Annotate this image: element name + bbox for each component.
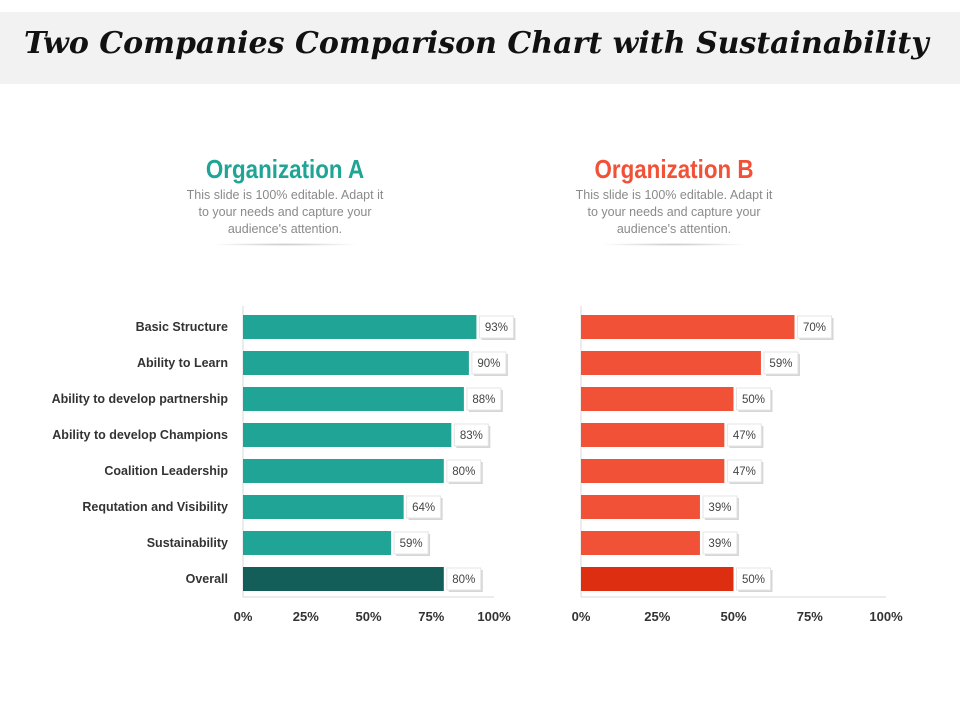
org-b-bar — [581, 459, 725, 483]
category-label: Overall — [186, 572, 228, 586]
category-label: Coalition Leadership — [104, 464, 228, 478]
org-b-value-label: 47% — [733, 466, 756, 478]
org-b-value-label-box — [726, 459, 762, 483]
org-a-bar — [243, 531, 392, 555]
org-b-bar — [581, 423, 725, 447]
org-b-bar — [581, 351, 761, 375]
org-a-value-label-box — [393, 531, 429, 555]
org-b-bar — [581, 387, 734, 411]
org-b-value-label: 59% — [769, 358, 792, 370]
org-a-value-label: 80% — [452, 466, 475, 478]
org-a-tick-label: 50% — [355, 609, 381, 624]
org-b-value-label-box — [702, 531, 738, 555]
org-a-tick-label: 0% — [234, 609, 253, 624]
org-a-bar — [243, 495, 404, 519]
category-label: Sustainability — [147, 536, 228, 550]
org-b-value-label: 47% — [733, 430, 756, 442]
org-a-value-label: 80% — [452, 574, 475, 586]
org-a-value-label-box — [453, 423, 489, 447]
org-b-value-label-box — [736, 567, 771, 591]
org-b-header: Organization B This slide is 100% editab… — [564, 154, 784, 246]
org-b-value-label: 50% — [742, 394, 765, 406]
org-a-description: This slide is 100% editable. Adapt it to… — [186, 188, 384, 236]
org-b-value-label-box — [763, 351, 799, 375]
org-b-value-label: 70% — [803, 322, 826, 334]
org-a-name: Organization A — [205, 154, 365, 184]
org-a-value-label: 59% — [400, 538, 423, 550]
org-b-value-label: 50% — [742, 574, 765, 586]
org-a-value-label-box — [478, 315, 514, 339]
org-a-value-label-box — [466, 387, 502, 411]
org-b-bar — [581, 495, 700, 519]
org-a-bar — [243, 351, 469, 375]
org-b-name: Organization B — [594, 154, 754, 184]
title-band: Two Companies Comparison Chart with Sust… — [0, 12, 960, 84]
org-a-value-label-box — [446, 459, 482, 483]
org-b-value-label: 39% — [708, 538, 731, 550]
category-label: Requtation and Visibility — [82, 500, 228, 514]
org-a-header: Organization A This slide is 100% editab… — [175, 154, 395, 246]
org-b-tick-label: 0% — [572, 609, 591, 624]
org-b-bar — [581, 567, 734, 591]
org-a-bar — [243, 423, 452, 447]
category-label: Ability to develop Champions — [52, 428, 228, 442]
org-a-bar — [243, 459, 444, 483]
org-a-tick-label: 100% — [477, 609, 511, 624]
org-b-divider — [599, 243, 749, 246]
org-a-value-label: 83% — [460, 430, 483, 442]
org-b-tick-label: 75% — [797, 609, 823, 624]
page-title: Two Companies Comparison Chart with Sust… — [24, 26, 929, 61]
category-label: Ability to develop partnership — [52, 392, 229, 406]
org-a-divider — [210, 243, 360, 246]
org-b-description: This slide is 100% editable. Adapt it to… — [575, 188, 773, 236]
org-a-value-label: 88% — [472, 394, 495, 406]
org-b-value-label-box — [797, 315, 832, 339]
org-a-value-label-box — [446, 567, 482, 591]
org-b-value-label-box — [702, 495, 738, 519]
category-label: Ability to Learn — [137, 356, 228, 370]
org-b-bar — [581, 315, 795, 339]
org-b-tick-label: 50% — [720, 609, 746, 624]
org-b-tick-label: 25% — [644, 609, 670, 624]
org-a-value-label-box — [471, 351, 507, 375]
org-b-value-label-box — [726, 423, 762, 447]
org-a-bar — [243, 315, 477, 339]
org-a-value-label: 93% — [485, 322, 508, 334]
org-b-value-label-box — [736, 387, 771, 411]
category-label: Basic Structure — [136, 320, 228, 334]
org-a-value-label-box — [406, 495, 442, 519]
org-a-tick-label: 75% — [418, 609, 444, 624]
org-b-tick-label: 100% — [869, 609, 903, 624]
org-a-bar — [243, 567, 444, 591]
org-a-value-label: 64% — [412, 502, 435, 514]
org-b-value-label: 39% — [708, 502, 731, 514]
org-a-value-label: 90% — [477, 358, 500, 370]
org-b-bar — [581, 531, 700, 555]
org-a-bar — [243, 387, 464, 411]
org-a-tick-label: 25% — [293, 609, 319, 624]
